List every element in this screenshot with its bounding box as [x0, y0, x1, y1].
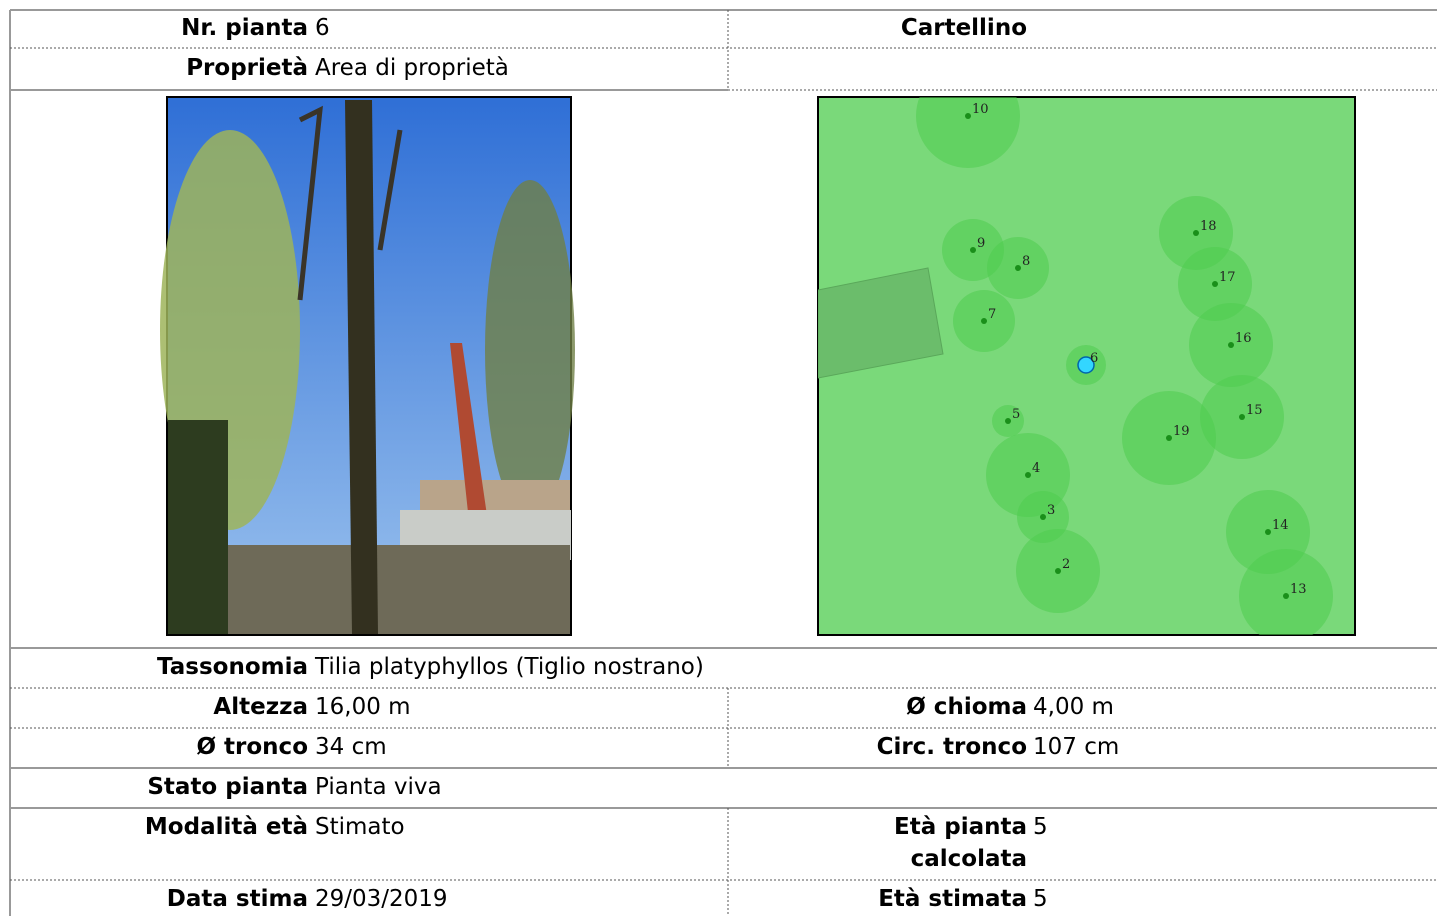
tree-label: 14 — [1272, 518, 1289, 533]
tree-dot — [1166, 435, 1172, 441]
tree-label: 17 — [1219, 270, 1236, 285]
tree-dot — [1025, 472, 1031, 478]
tree-dot — [981, 318, 987, 324]
tree-dot — [1265, 529, 1271, 535]
tree-label: 5 — [1012, 407, 1020, 422]
photo — [160, 96, 575, 636]
map-trees: 10 18 9 8 17 7 16 6 5 15 19 4 3 14 2 13 — [818, 97, 1333, 635]
tree-label: 2 — [1062, 557, 1070, 572]
label: Età stimata — [878, 886, 1027, 912]
label: Ø tronco — [196, 734, 308, 760]
dotted-borders — [10, 10, 1437, 916]
value: 34 cm — [315, 734, 387, 760]
label: Nr. pianta — [181, 15, 308, 41]
tree-label: 7 — [988, 307, 996, 322]
value: 29/03/2019 — [315, 886, 448, 912]
label: Età pianta calcolata — [894, 814, 1027, 872]
label: Circ. tronco — [876, 734, 1027, 760]
value: 5 — [1033, 886, 1048, 912]
map: 10 18 9 8 17 7 16 6 5 15 19 4 3 14 2 13 — [817, 96, 1356, 636]
value: 4,00 m — [1033, 694, 1114, 720]
label: Altezza — [213, 694, 308, 720]
tree-label: 19 — [1173, 424, 1190, 439]
tree-label: 4 — [1032, 461, 1040, 476]
tree-label: 10 — [972, 102, 989, 117]
value: Area di proprietà — [315, 55, 509, 81]
tree-label: 9 — [977, 236, 985, 251]
tree-label: 8 — [1022, 254, 1030, 269]
tree-dot — [1040, 514, 1046, 520]
tree-dot — [1283, 593, 1289, 599]
tree-label: 13 — [1290, 582, 1307, 597]
tree-label: 15 — [1246, 403, 1263, 418]
label: Cartellino — [900, 15, 1027, 41]
tree-dot — [1212, 281, 1218, 287]
label: Data stima — [166, 886, 308, 912]
label: Tassonomia — [157, 654, 308, 680]
tree-label: 18 — [1200, 219, 1217, 234]
value: 6 — [315, 15, 330, 41]
crown — [1239, 549, 1333, 635]
tree-dot — [1015, 265, 1021, 271]
label: Ø chioma — [906, 694, 1027, 720]
tree-dot — [970, 247, 976, 253]
label: Stato pianta — [147, 774, 308, 800]
solid-borders — [9, 9, 1437, 916]
tree-dot — [1005, 418, 1011, 424]
crown — [916, 97, 1020, 168]
value: Pianta viva — [315, 774, 442, 800]
tree-label: 16 — [1235, 331, 1252, 346]
tree-label: 3 — [1047, 503, 1055, 518]
tree-dot — [1055, 568, 1061, 574]
value: 5 — [1033, 814, 1048, 840]
label: Proprietà — [186, 55, 308, 81]
selected-tree — [1077, 356, 1095, 374]
value: Stimato — [315, 814, 405, 840]
tree-dot — [1193, 230, 1199, 236]
tree-dot — [1239, 414, 1245, 420]
value: Tilia platyphyllos (Tiglio nostrano) — [315, 654, 704, 680]
tree-dot — [1228, 342, 1234, 348]
tree-label: 6 — [1090, 351, 1098, 366]
tree-dot — [965, 113, 971, 119]
value: 107 cm — [1033, 734, 1120, 760]
label: Modalità età — [144, 814, 308, 840]
value: 16,00 m — [315, 694, 411, 720]
